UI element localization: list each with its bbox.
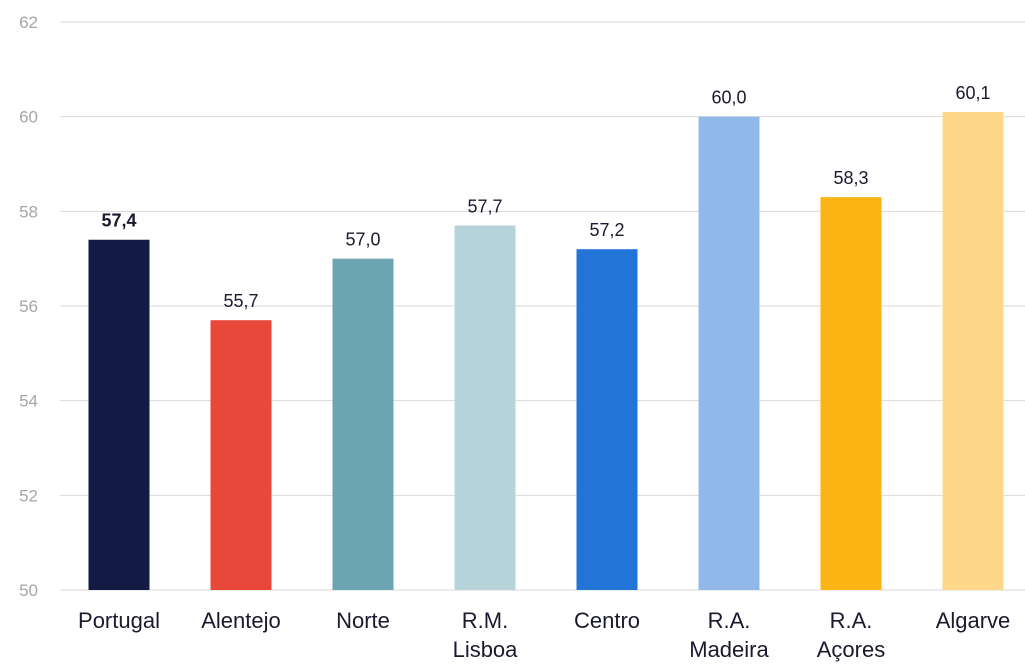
data-label: 58,3	[833, 168, 868, 188]
data-label: 60,0	[711, 88, 746, 108]
y-tick-label: 52	[19, 486, 38, 505]
x-tick-label-line: Lisboa	[453, 637, 519, 662]
x-tick-label: Norte	[336, 608, 390, 633]
data-label: 57,0	[345, 230, 380, 250]
x-tick-label-line: Norte	[336, 608, 390, 633]
bar	[576, 249, 638, 590]
data-label: 57,4	[101, 211, 136, 231]
x-tick-label: Centro	[574, 608, 640, 633]
y-tick-label: 60	[19, 108, 38, 127]
y-axis-ticks: 50 52 54 56 58 60 62	[19, 13, 38, 600]
x-tick-label: R.M. Lisboa	[453, 608, 519, 662]
bar	[698, 116, 760, 591]
x-tick-label: Algarve	[936, 608, 1011, 633]
x-tick-label: R.A. Madeira	[689, 608, 769, 662]
bar	[454, 225, 516, 591]
bar	[88, 239, 150, 590]
y-tick-label: 62	[19, 13, 38, 32]
y-tick-label: 54	[19, 392, 38, 411]
bar	[210, 320, 272, 590]
y-tick-label: 56	[19, 297, 38, 316]
y-tick-label: 58	[19, 202, 38, 221]
x-tick-label: R.A. Açores	[817, 608, 885, 662]
data-label: 57,7	[467, 197, 502, 217]
data-label: 55,7	[223, 291, 258, 311]
data-label: 60,1	[955, 83, 990, 103]
data-labels: 57,4 55,7 57,0 57,7 57,2 60,0 58,3 60,1	[101, 83, 990, 311]
bar	[820, 197, 882, 590]
x-tick-label-line: R.A.	[708, 608, 751, 633]
y-tick-label: 50	[19, 581, 38, 600]
data-label: 57,2	[589, 220, 624, 240]
x-tick-label-line: Madeira	[689, 637, 769, 662]
x-tick-label: Portugal	[78, 608, 160, 633]
x-tick-label-line: Algarve	[936, 608, 1011, 633]
x-tick-label-line: Alentejo	[201, 608, 281, 633]
bar	[942, 111, 1004, 590]
x-tick-label-line: R.M.	[462, 608, 508, 633]
x-tick-label-line: Centro	[574, 608, 640, 633]
x-tick-label-line: Portugal	[78, 608, 160, 633]
x-tick-label: Alentejo	[201, 608, 281, 633]
bar	[332, 258, 394, 590]
x-tick-label-line: R.A.	[830, 608, 873, 633]
x-axis-ticks: Portugal Alentejo Norte R.M. Lisboa Centro R.A…	[78, 608, 1010, 662]
bars	[88, 111, 1004, 591]
x-tick-label-line: Açores	[817, 637, 885, 662]
